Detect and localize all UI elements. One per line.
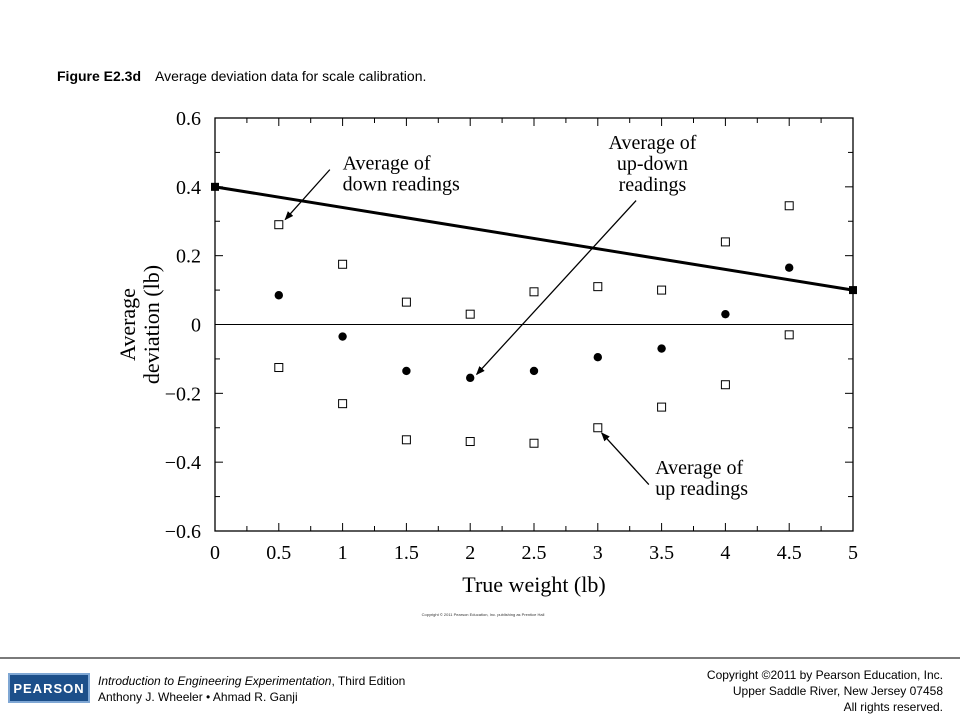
fit-line-endpoint (211, 182, 219, 191)
x-tick-label: 1 (338, 542, 348, 564)
figure-label: Figure E2.3d (57, 68, 142, 84)
down-reading-point (657, 285, 667, 295)
annotation-line: Average of (608, 132, 696, 154)
book-title: Introduction to Engineering Experimentat… (98, 674, 332, 688)
y-tick-label: 0.2 (176, 246, 201, 268)
y-axis-title-line: deviation (lb) (139, 265, 164, 384)
chart-copyright-notice: Copyright © 2011 Pearson Education, Inc.… (422, 612, 545, 617)
updown-reading-point (274, 291, 283, 300)
up-reading-point (465, 437, 475, 447)
y-tick-label: 0.4 (176, 177, 201, 199)
book-info: Introduction to Engineering Experimentat… (98, 673, 405, 705)
annotation-label: Average of up-down readings (608, 132, 696, 196)
down-reading-point (338, 259, 348, 269)
y-tick-label: −0.4 (165, 452, 201, 474)
annotation-line: readings (619, 174, 687, 196)
updown-reading-point (657, 344, 666, 353)
x-tick-label: 0.5 (266, 542, 291, 564)
y-tick-label: 0 (191, 315, 201, 337)
updown-reading-point (338, 332, 347, 341)
figure-caption-text: Average deviation data for scale calibra… (155, 68, 427, 84)
y-tick-label: −0.6 (165, 521, 201, 543)
updown-reading-point (466, 373, 475, 383)
x-tick-label: 2.5 (522, 542, 547, 564)
deviation-chart: 0.6 0.4 0.2 0 −0.2 −0.4 −0.6 0 0.5 1 1.5 2 2.5 3 3.5 4 4… (115, 108, 858, 617)
x-tick-label: 0 (210, 542, 220, 564)
y-axis-title: Averagedeviation (lb) (115, 265, 164, 384)
figure-caption: Figure E2.3d Average deviation data for s… (57, 68, 426, 84)
x-tick-label: 3.5 (649, 542, 674, 564)
annotation-line: up-down (617, 153, 688, 175)
x-tick-label: 2 (465, 542, 475, 564)
book-edition: , Third Edition (331, 674, 406, 688)
down-reading-point (784, 201, 794, 211)
x-tick-label: 4.5 (777, 542, 802, 564)
annotation-line: down readings (343, 174, 460, 196)
down-reading-point (401, 297, 411, 307)
copyright-line-3: All rights reserved. (843, 700, 943, 714)
down-reading-point (465, 309, 475, 319)
footer-divider (0, 657, 960, 659)
x-tick-label: 1.5 (394, 542, 419, 564)
updown-reading-point (529, 366, 539, 376)
x-tick-label: 5 (848, 542, 858, 564)
down-reading-point (274, 220, 284, 230)
up-reading-point (593, 423, 603, 433)
x-tick-label: 3 (593, 542, 603, 564)
up-reading-point (274, 363, 284, 373)
updown-reading-point (721, 309, 730, 319)
annotation-arrow (284, 169, 331, 221)
annotation-line: up readings (655, 478, 748, 500)
up-reading-point (338, 399, 348, 409)
copyright-line-2: Upper Saddle River, New Jersey 07458 (732, 684, 943, 698)
updown-reading-point (785, 263, 794, 272)
up-reading-point (657, 402, 667, 412)
publisher-logo: PEARSON (8, 673, 90, 703)
x-tick-label: 4 (720, 542, 730, 564)
updown-reading-point (402, 366, 411, 376)
annotation-line: Average of (655, 457, 743, 479)
up-reading-point (401, 435, 411, 445)
y-axis-title-line: Average (115, 288, 140, 361)
annotation-line: Average of (343, 153, 431, 175)
down-reading-point (720, 237, 730, 247)
down-reading-point (593, 282, 603, 292)
updown-reading-point (593, 352, 602, 362)
y-tick-label: −0.2 (165, 383, 201, 405)
annotation-label: Average of up readings (655, 457, 748, 500)
annotation-label: Average of down readings (343, 153, 460, 196)
copyright-line-1: Copyright ©2011 by Pearson Education, In… (706, 668, 943, 682)
annotation-arrow (475, 200, 637, 376)
up-reading-point (720, 380, 730, 390)
up-reading-point (529, 438, 539, 448)
y-tick-label: 0.6 (176, 108, 201, 130)
fit-line-endpoint (849, 286, 857, 295)
annotation-arrow (601, 432, 650, 485)
x-axis-title: True weight (lb) (462, 572, 605, 597)
down-reading-point (529, 287, 539, 297)
book-authors: Anthony J. Wheeler • Ahmad R. Ganji (98, 690, 298, 704)
footer-copyright: Copyright ©2011 by Pearson Education, In… (707, 667, 943, 715)
fit-line (214, 185, 854, 292)
up-reading-point (784, 330, 794, 340)
